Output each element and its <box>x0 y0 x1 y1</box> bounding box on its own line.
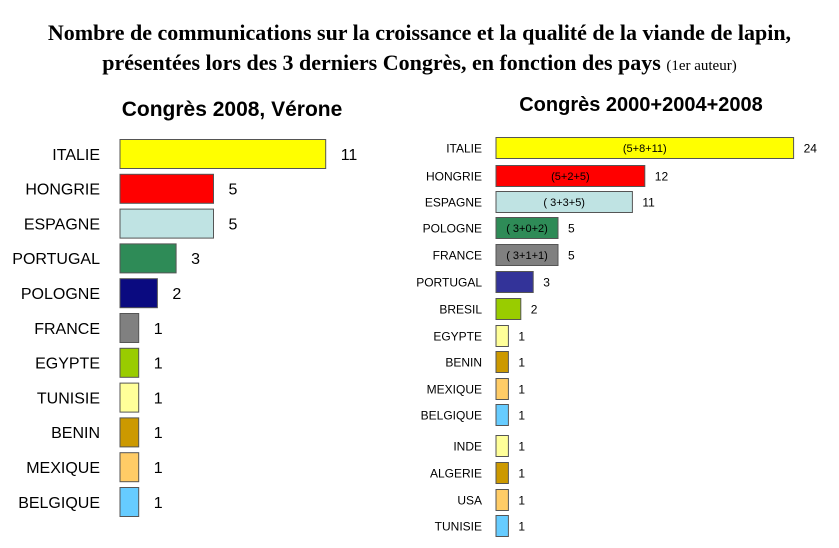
value-label-hongrie: 5 <box>229 182 238 199</box>
category-label-france: FRANCE <box>34 321 100 338</box>
bar-algerie <box>495 462 509 484</box>
category-label-pologne: POLOGNE <box>423 221 482 235</box>
bar-italie <box>119 139 327 169</box>
title-note: (1er auteur) <box>666 58 737 74</box>
value-label-egypte: 1 <box>518 329 525 343</box>
breakdown-label-italie: (5+8+11) <box>623 143 667 155</box>
bar-tunisie <box>119 382 140 413</box>
value-label-hongrie: 12 <box>655 169 669 183</box>
category-label-italie: ITALIE <box>52 147 100 164</box>
bar-pologne <box>495 217 559 239</box>
value-label-espagne: 11 <box>642 195 655 209</box>
value-label-portugal: 3 <box>543 275 550 289</box>
category-label-espagne: ESPAGNE <box>24 216 100 233</box>
breakdown-label-hongrie: (5+2+5) <box>551 171 590 183</box>
category-label-france: FRANCE <box>433 248 482 262</box>
category-label-hongrie: HONGRIE <box>25 182 100 199</box>
category-label-usa: USA <box>457 493 482 507</box>
value-label-france: 1 <box>154 321 163 338</box>
category-label-pologne: POLOGNE <box>21 286 100 303</box>
value-label-italie: 11 <box>341 147 358 164</box>
bar-usa <box>495 489 509 511</box>
category-label-portugal: PORTUGAL <box>12 251 100 268</box>
bar-belgique <box>119 487 140 517</box>
category-label-espagne: ESPAGNE <box>425 195 482 209</box>
value-label-pologne: 2 <box>172 286 181 303</box>
bar-hongrie <box>119 173 214 204</box>
category-label-inde: INDE <box>453 439 482 453</box>
value-label-bresil: 2 <box>531 302 538 316</box>
category-label-hongrie: HONGRIE <box>426 169 482 183</box>
chart-main-title: Nombre de communications sur la croissan… <box>0 18 839 81</box>
category-label-portugal: PORTUGAL <box>416 275 482 289</box>
bar-italie <box>495 137 795 159</box>
bar-bresil <box>495 298 522 320</box>
bar-egypte <box>495 325 509 347</box>
left-chart-title: Congrès 2008, Vérone <box>122 98 343 121</box>
category-label-mexique: MEXIQUE <box>427 382 482 396</box>
bar-tunisie <box>495 515 509 537</box>
value-label-pologne: 5 <box>568 221 575 235</box>
title-line-2: présentées lors des 3 derniers Congrès, … <box>0 48 839 81</box>
bar-pologne <box>119 278 158 309</box>
value-label-inde: 1 <box>518 439 525 453</box>
value-label-france: 5 <box>568 248 575 262</box>
value-label-tunisie: 1 <box>154 390 163 407</box>
value-label-algerie: 1 <box>518 466 525 480</box>
bar-benin <box>495 351 509 373</box>
value-label-portugal: 3 <box>191 251 200 268</box>
bar-espagne <box>495 191 633 213</box>
bar-hongrie <box>495 165 646 187</box>
category-label-egypte: EGYPTE <box>433 329 482 343</box>
bar-mexique <box>119 452 140 483</box>
breakdown-label-france: ( 3+1+1) <box>506 250 548 262</box>
bar-egypte <box>119 347 140 378</box>
category-label-algerie: ALGERIE <box>430 466 482 480</box>
value-label-belgique: 1 <box>518 408 525 422</box>
category-label-belgique: BELGIQUE <box>18 495 100 512</box>
value-label-mexique: 1 <box>154 460 163 477</box>
bar-portugal <box>495 271 534 293</box>
value-label-belgique: 1 <box>154 495 163 512</box>
category-label-egypte: EGYPTE <box>35 356 100 373</box>
value-label-mexique: 1 <box>518 382 525 396</box>
category-label-bresil: BRESIL <box>439 302 482 316</box>
value-label-espagne: 5 <box>229 216 238 233</box>
category-label-benin: BENIN <box>445 355 482 369</box>
right-chart-title: Congrès 2000+2004+2008 <box>519 94 763 116</box>
breakdown-label-pologne: ( 3+0+2) <box>506 223 548 235</box>
category-label-tunisie: TUNISIE <box>435 519 482 533</box>
category-label-mexique: MEXIQUE <box>26 460 100 477</box>
bar-france <box>495 244 559 266</box>
value-label-egypte: 1 <box>154 356 163 373</box>
category-label-belgique: BELGIQUE <box>421 408 482 422</box>
value-label-tunisie: 1 <box>518 519 525 533</box>
value-label-usa: 1 <box>518 493 525 507</box>
title-line-2-text: présentées lors des 3 derniers Congrès, … <box>102 50 661 75</box>
value-label-benin: 1 <box>154 425 163 442</box>
bar-espagne <box>119 208 214 239</box>
breakdown-label-espagne: ( 3+3+5) <box>543 197 585 209</box>
category-label-tunisie: TUNISIE <box>37 390 100 407</box>
bar-mexique <box>495 378 509 400</box>
value-label-benin: 1 <box>518 355 525 369</box>
title-line-1: Nombre de communications sur la croissan… <box>47 20 792 45</box>
value-label-italie: 24 <box>804 141 818 155</box>
bar-inde <box>495 435 509 457</box>
bar-belgique <box>495 404 509 426</box>
category-label-benin: BENIN <box>51 425 100 442</box>
bar-portugal <box>119 243 177 274</box>
category-label-italie: ITALIE <box>446 141 482 155</box>
bar-france <box>119 313 140 343</box>
right-chart: ITALIE 24(5+8+11)HONGRIE 12(5+2+5)ESPAGNE 1… <box>416 137 818 537</box>
bar-benin <box>119 417 140 448</box>
